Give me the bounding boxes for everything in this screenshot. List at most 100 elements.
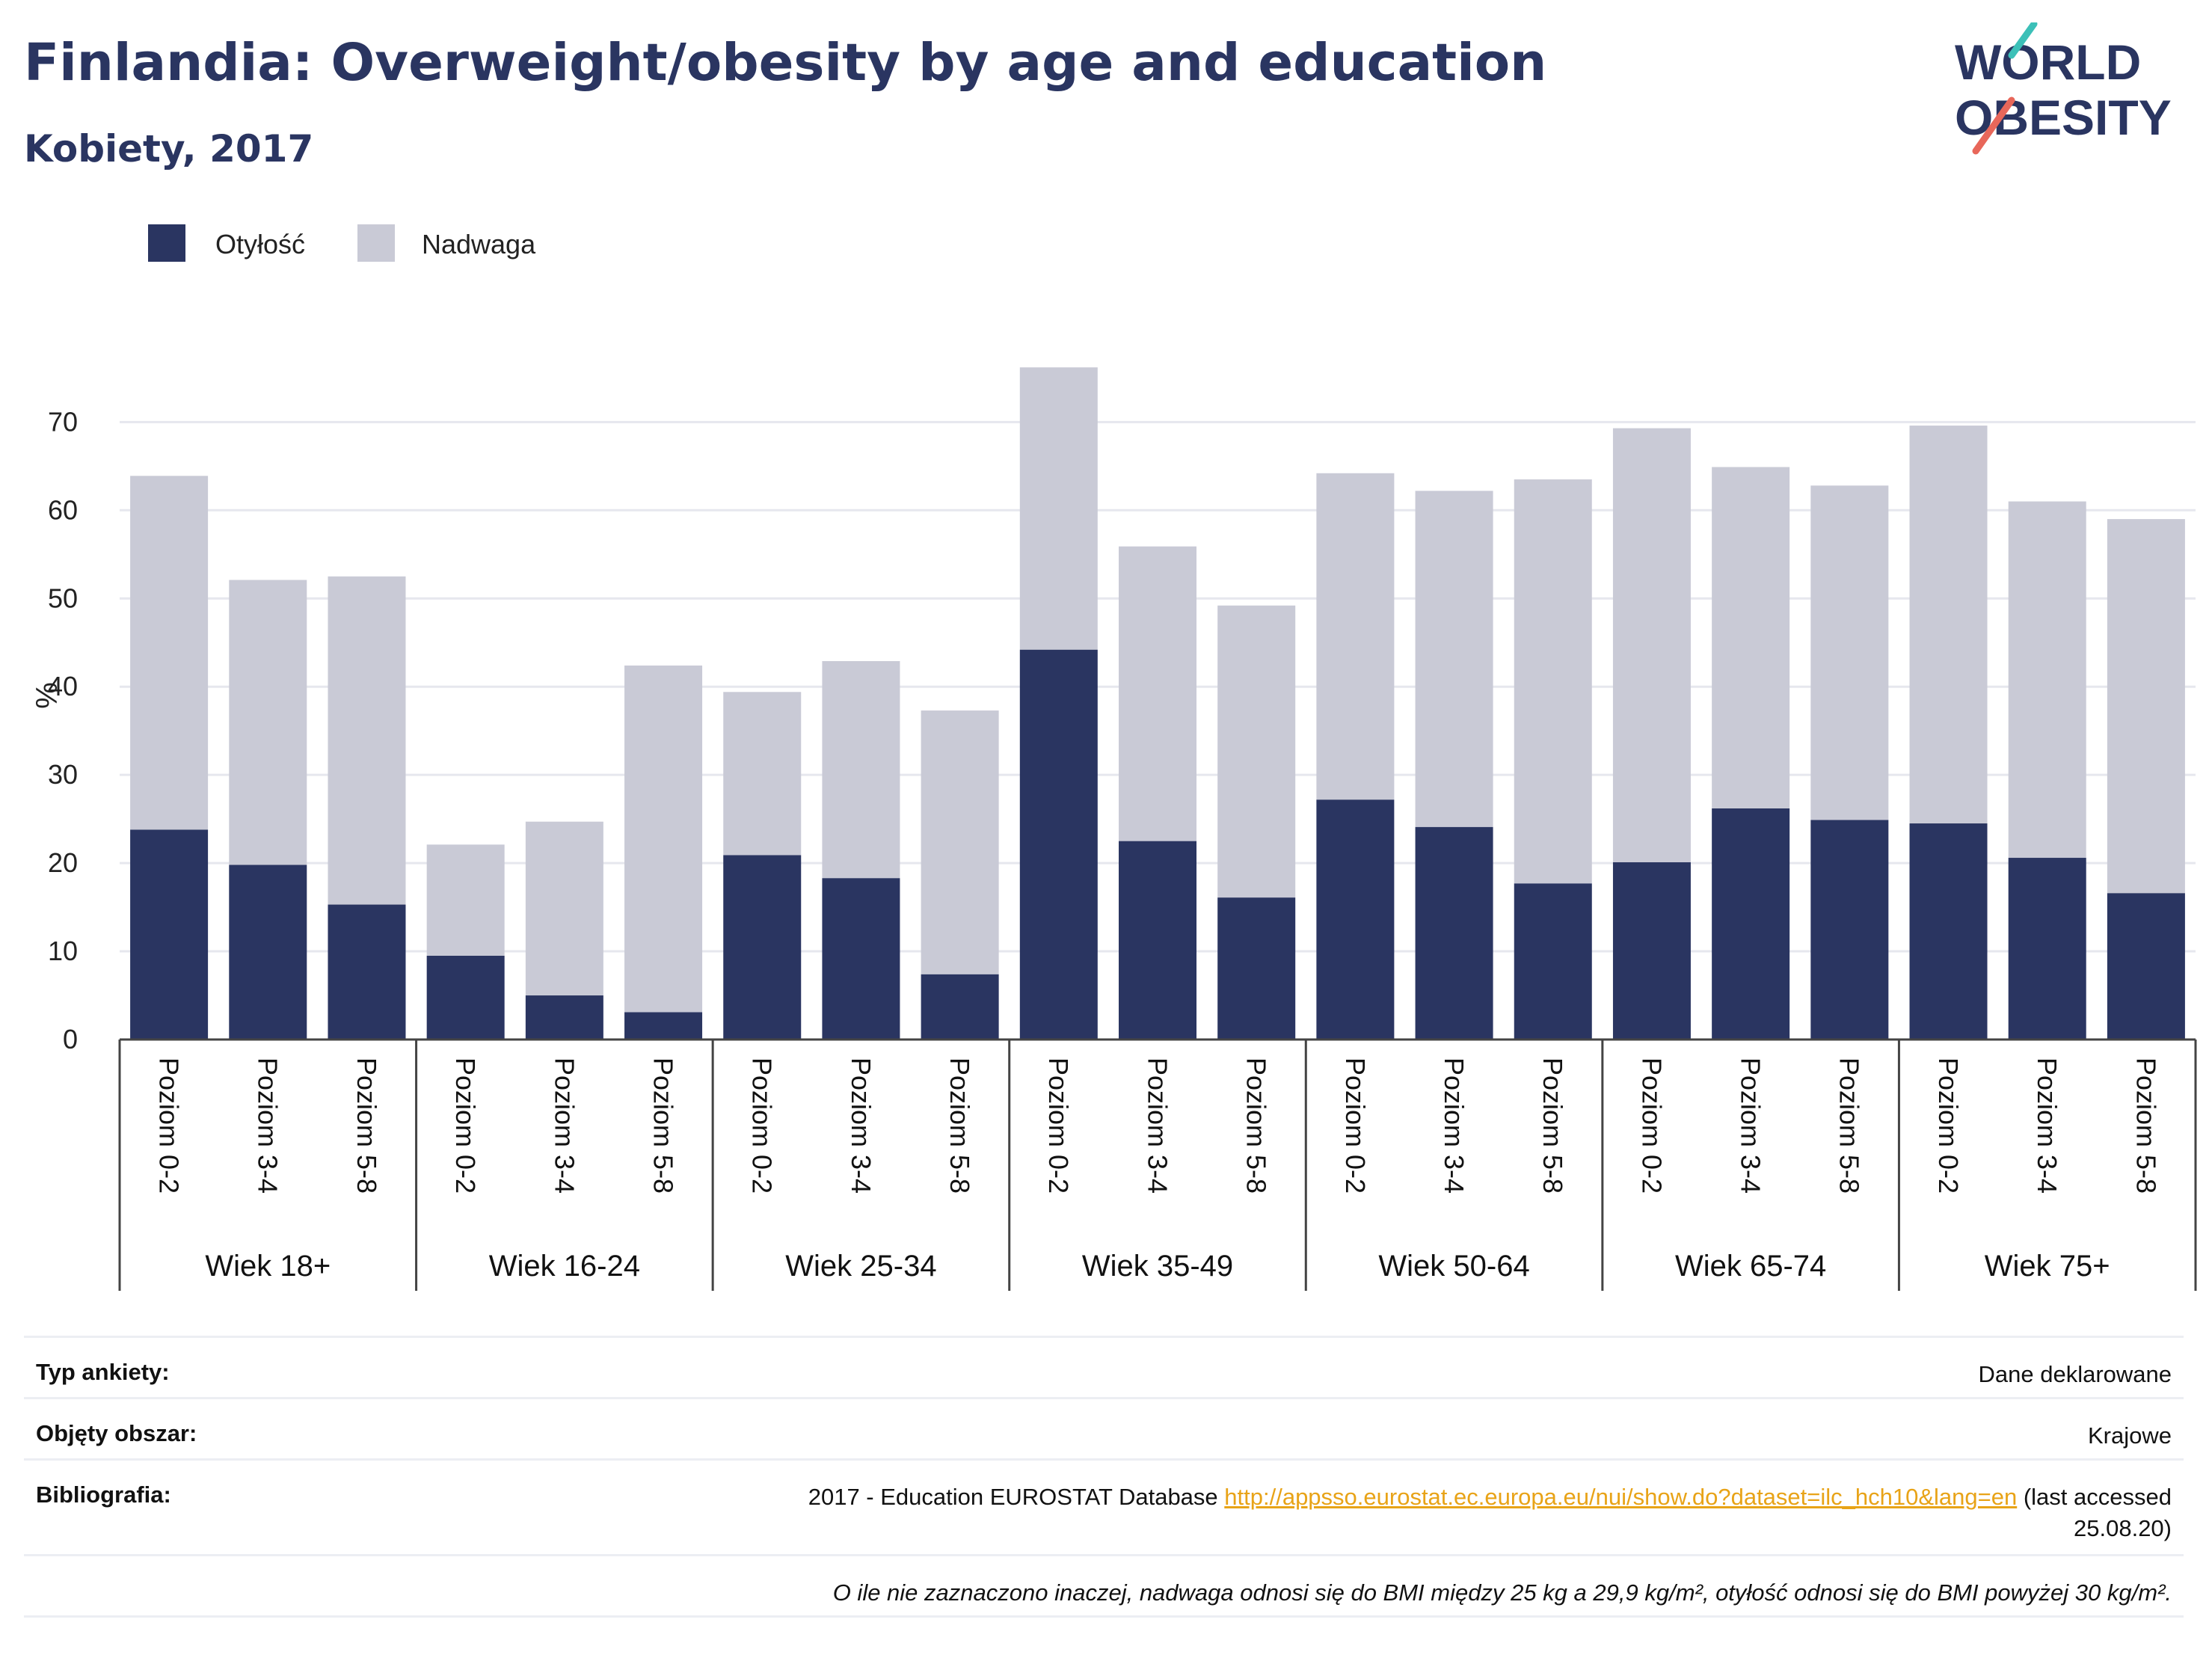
x-group-label: Wiek 35-49 (1082, 1250, 1233, 1283)
bar-overweight (328, 576, 406, 905)
info-table: Typ ankiety: Dane deklarowane Objęty obs… (24, 1336, 2184, 1618)
bibliography-date: 25.08.20) (2074, 1515, 2172, 1541)
y-tick-label: 10 (48, 936, 78, 966)
y-tick-label: 30 (48, 759, 78, 790)
x-category-label: Poziom 0-2 (1340, 1057, 1371, 1194)
bar-obesity (525, 995, 603, 1040)
x-category-label: Poziom 0-2 (450, 1057, 481, 1194)
bar-obesity (1810, 820, 1889, 1040)
info-key: Typ ankiety: (36, 1359, 170, 1385)
bar-overweight (1712, 467, 1790, 808)
bar-overweight (1909, 426, 1988, 824)
bar-chart: 0 10 20 30 40 50 60 70% Poziom 0-2 Poziom 3-4 Pozi… (31, 367, 2197, 1291)
x-category-label: Poziom 3-4 (253, 1057, 283, 1194)
x-group-label: Wiek 25-34 (785, 1250, 936, 1283)
chart-subtitle: Kobiety, 2017 (24, 127, 314, 171)
info-row-bibliography: Bibliografia: 2017 - Education EUROSTAT … (24, 1458, 2184, 1554)
chart-title: Finlandia: Overweight/obesity by age and… (24, 33, 1547, 93)
bar-obesity (822, 878, 900, 1040)
bar-obesity (1019, 649, 1098, 1040)
y-tick-label: 20 (48, 847, 78, 878)
bar-obesity (624, 1012, 703, 1040)
y-tick-label: 40 (48, 671, 78, 701)
info-key: Objęty obszar: (36, 1420, 197, 1446)
x-category-label: Poziom 5-8 (1834, 1057, 1865, 1194)
info-row-survey-type: Typ ankiety: Dane deklarowane (24, 1336, 2184, 1397)
x-category-label: Poziom 3-4 (1736, 1057, 1766, 1194)
bar-obesity (1909, 823, 1988, 1040)
bar-overweight (1514, 479, 1592, 884)
bar-obesity (229, 865, 307, 1040)
y-axis-label: % (31, 682, 64, 709)
x-category-label: Poziom 5-8 (1537, 1057, 1568, 1194)
x-category-label: Poziom 5-8 (1241, 1057, 1272, 1194)
bar-overweight (2107, 519, 2185, 894)
x-group-label: Wiek 75+ (1985, 1250, 2110, 1283)
bar-obesity (328, 904, 406, 1040)
bibliography-text: 2017 - Education EUROSTAT Database (808, 1484, 1225, 1510)
x-category-label: Poziom 5-8 (351, 1057, 382, 1194)
bibliography-suffix: (last accessed (2017, 1484, 2172, 1510)
info-key: Bibliografia: (36, 1481, 171, 1508)
logo-slash-coral (1972, 96, 2015, 155)
legend-label-overweight: Nadwaga (422, 229, 536, 260)
x-category-label: Poziom 5-8 (2130, 1057, 2161, 1194)
x-category-label: Poziom 0-2 (747, 1057, 778, 1194)
bar-overweight (525, 821, 603, 996)
bar-obesity (1316, 799, 1395, 1040)
bar-overweight (921, 710, 999, 974)
bar-obesity (1217, 897, 1296, 1040)
info-table-bottom-border (24, 1615, 2184, 1618)
logo-line-1: WORLD (1955, 34, 2141, 90)
x-category-label: Poziom 5-8 (648, 1057, 678, 1194)
bar-obesity (1712, 808, 1790, 1040)
bar-obesity (1415, 826, 1493, 1040)
bar-obesity (921, 974, 999, 1040)
bmi-note: O ile nie zaznaczono inaczej, nadwaga od… (832, 1579, 2172, 1606)
x-category-label: Poziom 0-2 (153, 1057, 184, 1194)
bibliography-link[interactable]: http://appsso.eurostat.ec.europa.eu/nui/… (1224, 1484, 2018, 1510)
bar-overweight (1612, 428, 1691, 862)
y-tick-label: 0 (63, 1024, 78, 1054)
bar-overweight (1217, 605, 1296, 898)
bar-overweight (723, 692, 802, 856)
bar-obesity (2008, 858, 2086, 1040)
bar-overweight (130, 476, 209, 830)
legend-swatch-overweight (357, 224, 395, 262)
legend-label-obesity: Otyłość (215, 229, 306, 260)
bar-overweight (1810, 485, 1889, 820)
info-row-note: O ile nie zaznaczono inaczej, nadwaga od… (24, 1554, 2184, 1615)
info-row-coverage: Objęty obszar: Krajowe (24, 1397, 2184, 1458)
bar-overweight (426, 844, 505, 956)
x-group-label: Wiek 18+ (205, 1250, 331, 1283)
bar-overweight (1316, 473, 1395, 800)
bar-overweight (1415, 491, 1493, 827)
x-group-label: Wiek 65-74 (1675, 1250, 1826, 1283)
x-category-label: Poziom 3-4 (1142, 1057, 1173, 1194)
bar-overweight (1119, 546, 1196, 841)
bar-overweight (624, 665, 703, 1013)
x-category-label: Poziom 3-4 (846, 1057, 876, 1194)
x-category-label: Poziom 0-2 (1043, 1057, 1074, 1194)
info-value: 2017 - Education EUROSTAT Database http:… (808, 1481, 2172, 1544)
bar-obesity (1514, 883, 1592, 1040)
x-category-label: Poziom 3-4 (2032, 1057, 2062, 1194)
info-value: Krajowe (2088, 1422, 2172, 1449)
y-tick-label: 70 (48, 406, 78, 437)
y-tick-label: 50 (48, 583, 78, 613)
x-category-label: Poziom 3-4 (549, 1057, 580, 1194)
x-category-label: Poziom 0-2 (1636, 1057, 1667, 1194)
x-group-label: Wiek 16-24 (489, 1250, 640, 1283)
logo-slash-teal (2008, 22, 2038, 59)
bar-overweight (2008, 501, 2086, 859)
bar-overweight (822, 661, 900, 879)
x-group-label: Wiek 50-64 (1378, 1250, 1529, 1283)
bar-obesity (723, 855, 802, 1040)
y-tick-label: 60 (48, 494, 78, 525)
bar-overweight (1019, 367, 1098, 650)
x-category-label: Poziom 5-8 (944, 1057, 975, 1194)
bar-obesity (426, 955, 505, 1040)
info-value: Dane deklarowane (1978, 1361, 2172, 1387)
bar-obesity (1119, 841, 1196, 1040)
bar-overweight (229, 580, 307, 865)
